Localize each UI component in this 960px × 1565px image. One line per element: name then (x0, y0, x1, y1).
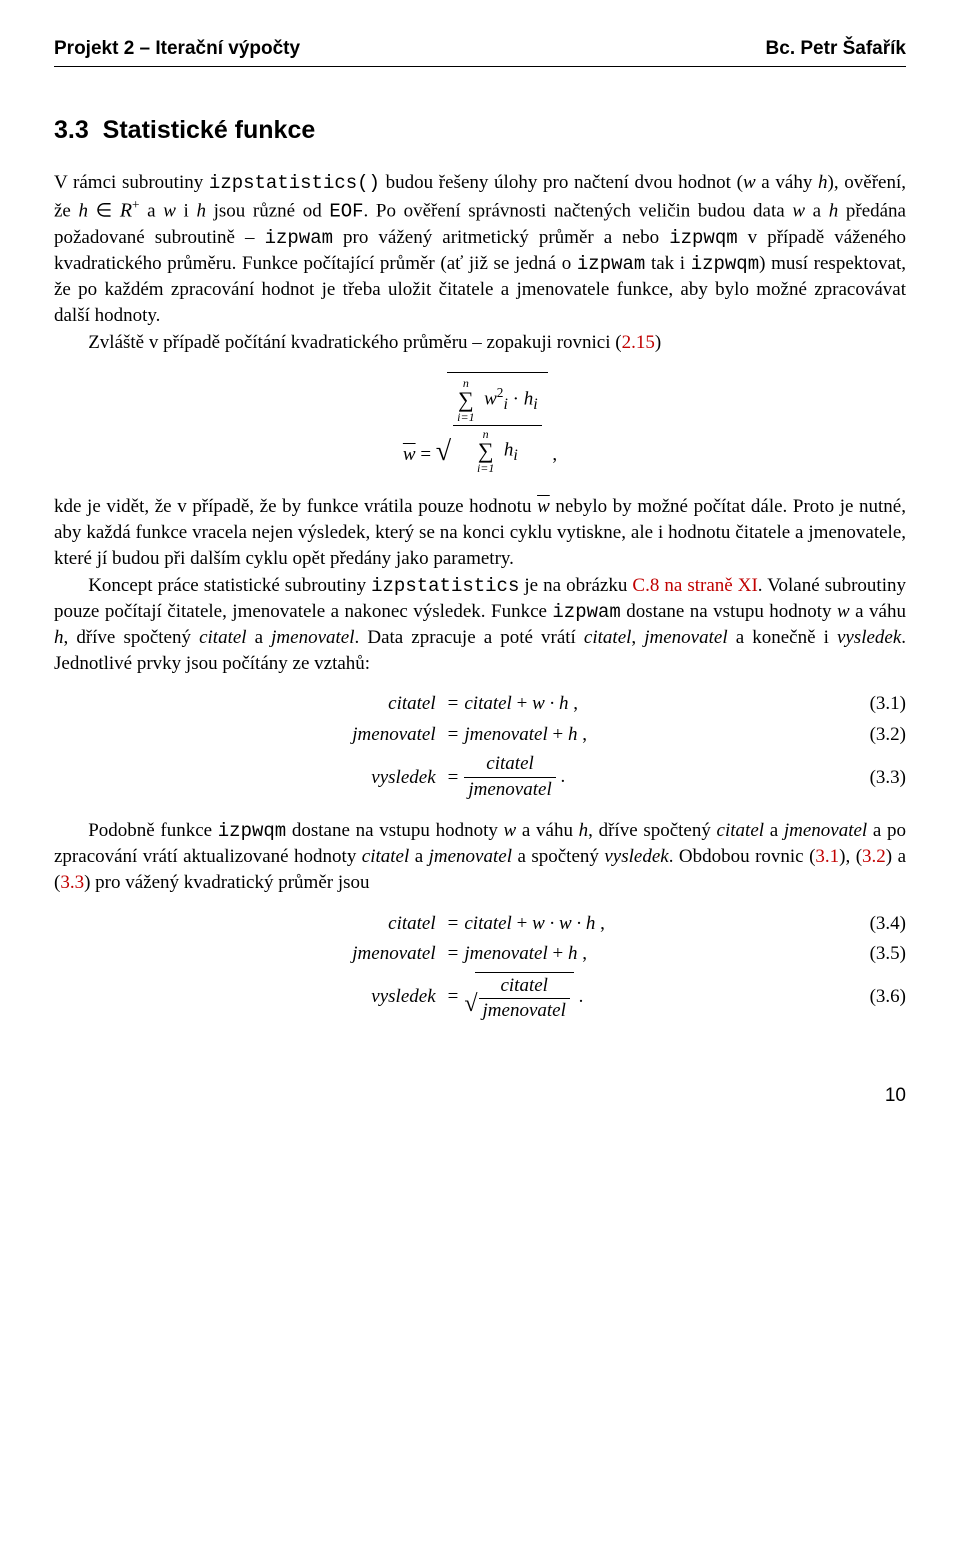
real-set-symbol: R (120, 199, 132, 221)
section-heading: 3.3 Statistické funkce (54, 113, 906, 148)
equation-group-1: citatel = citatel + w · h , (3.1) jmenov… (54, 691, 906, 803)
equation-3-2: jmenovatel = jmenovatel + h , (3.2) (54, 722, 906, 748)
section-number: 3.3 (54, 116, 89, 144)
equation-3-6: vysledek = √ citatel jmenovatel . (3.6) (54, 971, 906, 1023)
wbar-lhs: w (403, 444, 416, 465)
paragraph-2: Zvláště v případě počítání kvadratického… (54, 330, 906, 356)
paragraph-4: Koncept práce statistické subroutiny izp… (54, 573, 906, 678)
section-title-text: Statistické funkce (103, 116, 316, 144)
equation-3-3: vysledek = citatel jmenovatel . (3.3) (54, 752, 906, 804)
sigma-icon: ∑ (477, 440, 494, 462)
eq-ref-3-2[interactable]: 3.2 (862, 846, 886, 867)
equation-3-1: citatel = citatel + w · h , (3.1) (54, 691, 906, 717)
paragraph-3: kde je vidět, že v případě, že by funkce… (54, 494, 906, 573)
header-right: Bc. Petr Šafařík (766, 36, 906, 62)
page-number: 10 (54, 1083, 906, 1109)
paragraph-1: V rámci subroutiny izpstatistics() budou… (54, 170, 906, 330)
fig-ref-c8[interactable]: C.8 na straně XI (632, 575, 757, 596)
sigma-icon: ∑ (457, 389, 474, 411)
equation-wbar: w = √ n ∑ i=1 w2i · hi (54, 372, 906, 474)
equation-3-4: citatel = citatel + w · w · h , (3.4) (54, 911, 906, 937)
eq-ref-2-15[interactable]: 2.15 (622, 332, 655, 353)
page-header: Projekt 2 – Iterační výpočty Bc. Petr Ša… (54, 36, 906, 67)
eq-ref-3-3[interactable]: 3.3 (60, 872, 84, 893)
paragraph-5: Podobně funkce izpwqm dostane na vstupu … (54, 818, 906, 897)
page: Projekt 2 – Iterační výpočty Bc. Petr Ša… (0, 0, 960, 1145)
code-eof: EOF (329, 200, 363, 222)
header-left: Projekt 2 – Iterační výpočty (54, 36, 300, 62)
code-izpstatistics: izpstatistics() (209, 172, 380, 194)
equation-3-5: jmenovatel = jmenovatel + h , (3.5) (54, 941, 906, 967)
code-izpwam: izpwam (265, 227, 333, 249)
eq-ref-3-1[interactable]: 3.1 (815, 846, 839, 867)
equation-group-2: citatel = citatel + w · w · h , (3.4) jm… (54, 911, 906, 1023)
code-izpwqm: izpwqm (669, 227, 737, 249)
